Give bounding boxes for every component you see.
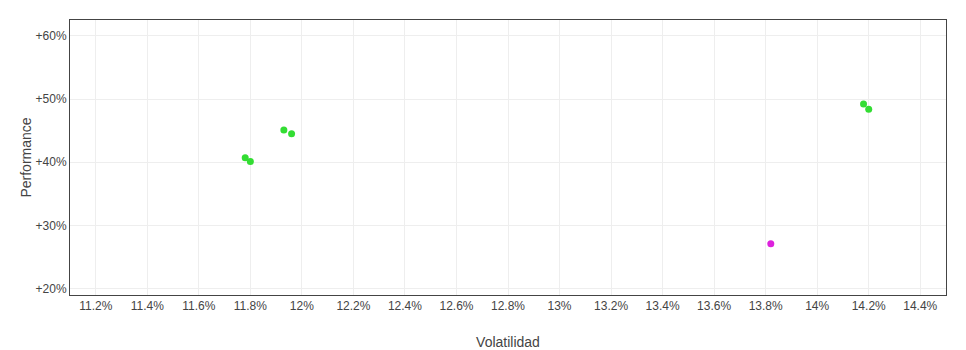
svg-text:13.4%: 13.4% [646,299,680,313]
svg-text:11.2%: 11.2% [79,299,112,313]
svg-text:12.6%: 12.6% [439,299,473,313]
svg-text:+40%: +40% [36,155,67,169]
svg-text:+30%: +30% [36,219,67,233]
svg-text:Performance: Performance [18,117,34,197]
svg-text:12.8%: 12.8% [491,299,525,313]
svg-text:+60%: +60% [36,29,67,43]
svg-text:14.2%: 14.2% [852,299,886,313]
svg-text:12.4%: 12.4% [388,299,422,313]
svg-text:11.6%: 11.6% [182,299,215,313]
svg-text:+20%: +20% [36,282,67,296]
svg-text:14.4%: 14.4% [903,299,937,313]
svg-text:+50%: +50% [36,92,67,106]
svg-text:14%: 14% [805,299,829,313]
svg-text:13.2%: 13.2% [594,299,628,313]
svg-text:Volatilidad: Volatilidad [476,334,540,350]
svg-text:13%: 13% [548,299,572,313]
svg-text:11.4%: 11.4% [131,299,164,313]
svg-text:13.8%: 13.8% [749,299,783,313]
svg-text:12%: 12% [290,299,314,313]
svg-text:11.8%: 11.8% [234,299,267,313]
svg-text:13.6%: 13.6% [697,299,731,313]
svg-text:12.2%: 12.2% [336,299,370,313]
